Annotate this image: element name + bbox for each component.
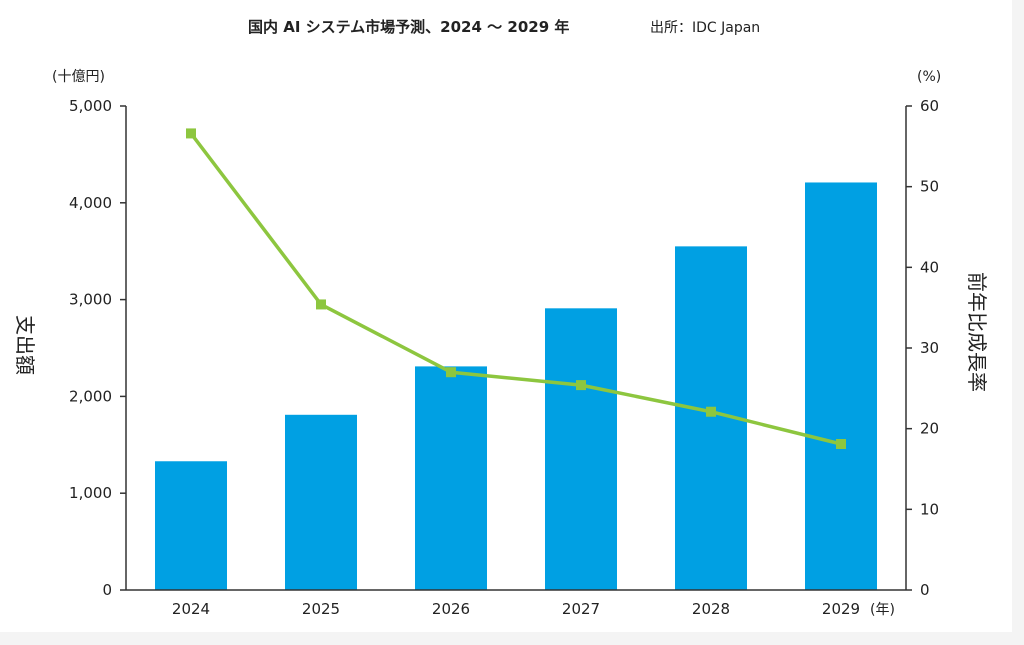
left-tick-label: 3,000 — [69, 291, 112, 309]
growth-point-2029 — [836, 438, 846, 449]
right-tick-label: 20 — [920, 420, 939, 438]
chart-source: 出所：IDC Japan — [650, 20, 760, 36]
axes — [120, 105, 912, 591]
bar-2024 — [155, 461, 227, 590]
bar-2025 — [285, 414, 357, 590]
right-axis-title: 前年比成長率 — [965, 272, 989, 392]
left-tick-label: 1,000 — [69, 484, 112, 502]
growth-point-2028 — [706, 406, 716, 417]
chart-card: 国内 AI システム市場予測、2024 〜 2029 年 出所：IDC Japa… — [0, 0, 1012, 632]
left-tick-label: 0 — [102, 581, 112, 599]
right-tick-label: 10 — [920, 500, 939, 518]
right-tick-label: 0 — [920, 581, 930, 599]
left-tick-label: 4,000 — [69, 194, 112, 212]
growth-line — [186, 128, 846, 449]
bar-2029 — [805, 182, 877, 591]
x-tick-label: 2029 — [822, 600, 860, 618]
bar-2027 — [545, 308, 617, 590]
bars — [155, 182, 877, 591]
chart-title: 国内 AI システム市場予測、2024 〜 2029 年 — [248, 18, 569, 36]
x-tick-label: 2028 — [692, 600, 730, 618]
left-axis-unit: (十億円) — [52, 69, 105, 85]
bar-2026 — [415, 366, 487, 590]
left-tick-label: 5,000 — [69, 97, 112, 115]
growth-point-2027 — [576, 380, 586, 391]
chart: 国内 AI システム市場予測、2024 〜 2029 年 出所：IDC Japa… — [13, 18, 989, 618]
growth-point-2025 — [316, 299, 326, 310]
growth-line-path — [189, 132, 842, 446]
right-axis-unit: (%) — [917, 69, 941, 85]
left-tick-label: 2,000 — [69, 387, 112, 405]
x-tick-label: 2027 — [562, 600, 600, 618]
growth-point-2026 — [446, 367, 456, 378]
x-tick-label: 2025 — [302, 600, 340, 618]
right-tick-label: 60 — [920, 97, 939, 115]
x-tick-label: 2024 — [172, 600, 210, 618]
right-tick-label: 50 — [920, 178, 939, 196]
x-tick-label: 2026 — [432, 600, 470, 618]
left-axis-title: 支出額 — [13, 315, 37, 375]
tick-labels: 0 1,000 2,000 3,000 4,000 5,000 0 10 20 30 40 50 60 2… — [69, 97, 939, 618]
x-axis-unit: (年) — [870, 602, 895, 618]
growth-point-2024 — [186, 128, 196, 139]
right-tick-label: 30 — [920, 339, 939, 357]
right-tick-label: 40 — [920, 258, 939, 276]
